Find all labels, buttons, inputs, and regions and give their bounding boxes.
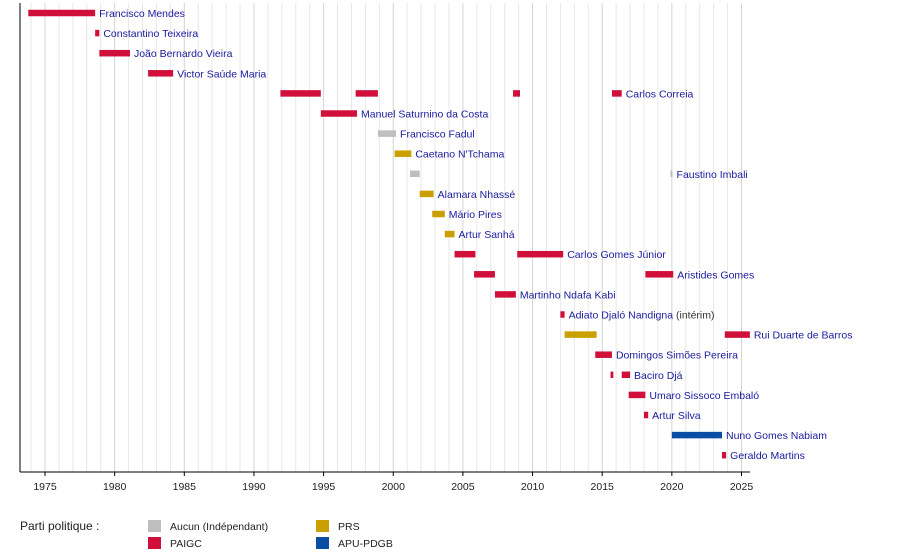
minister-label: Rui Duarte de Barros	[754, 330, 853, 342]
term-bar	[355, 90, 378, 97]
legend: Parti politique : Aucun (Indépendant) PAIG…	[20, 519, 393, 550]
term-bar	[394, 150, 412, 157]
minister-label: Artur Sanhá	[459, 229, 515, 241]
legend-swatch	[148, 520, 161, 532]
year-gridlines	[30, 3, 742, 472]
term-bar	[560, 311, 565, 318]
minister-label: Baciro Djá	[634, 370, 683, 382]
minister-label: Adiato Djaló Nandigna (intérim)	[569, 310, 715, 322]
minister-label: Faustino Imbali	[677, 169, 748, 181]
term-bar	[564, 331, 597, 338]
term-bars	[28, 9, 750, 459]
minister-label: Carlos Correia	[626, 88, 694, 100]
term-bar	[320, 110, 358, 117]
term-bar	[95, 29, 100, 37]
x-tick-label: 2025	[730, 481, 754, 493]
x-tick-label: 2015	[591, 481, 615, 493]
term-bar	[432, 210, 445, 218]
x-tick-label: 1975	[33, 481, 57, 493]
x-tick-label: 1990	[242, 481, 266, 493]
minister-label: Alamara Nhassé	[438, 189, 516, 201]
term-bar	[595, 351, 612, 358]
legend-label: Aucun (Indépendant)	[170, 521, 268, 533]
x-tick-label: 2005	[451, 481, 475, 493]
x-tick-label: 1980	[103, 481, 127, 493]
term-bar	[517, 250, 564, 258]
term-bar	[643, 411, 649, 419]
minister-label: João Bernardo Vieira	[134, 48, 233, 60]
term-bar	[670, 170, 673, 178]
minister-label: Manuel Saturnino da Costa	[361, 109, 488, 121]
x-tick-label: 1985	[173, 481, 197, 493]
minister-label: Artur Silva	[652, 410, 701, 422]
x-tick-label: 2000	[382, 481, 406, 493]
term-bar	[454, 250, 476, 258]
term-bar	[280, 90, 321, 97]
x-tick-label: 2010	[521, 481, 545, 493]
term-bar	[610, 371, 614, 379]
legend-swatch	[148, 537, 161, 549]
term-bar	[444, 230, 455, 238]
term-bar	[409, 170, 420, 178]
minister-label: Francisco Mendes	[99, 8, 185, 20]
legend-swatch	[316, 520, 329, 532]
axes	[19, 3, 750, 473]
minister-label: Carlos Gomes Júnior	[567, 249, 666, 261]
minister-label: Constantino Teixeira	[103, 28, 198, 40]
minister-label: Mário Pires	[449, 209, 502, 221]
minister-label: Nuno Gomes Nabiam	[726, 430, 827, 442]
term-bar	[645, 271, 674, 278]
minister-label: Martinho Ndafa Kabi	[520, 289, 616, 301]
x-axis-ticks: 1975 1980 1985 1990 1995 2000 2005 2010 2015 2020…	[33, 472, 753, 493]
term-bar	[148, 70, 174, 77]
term-bar	[628, 391, 646, 399]
term-bar	[611, 90, 622, 97]
term-bar	[419, 190, 434, 198]
x-tick-label: 2020	[660, 481, 684, 493]
minister-label: Domingos Simões Pereira	[616, 350, 738, 362]
term-bar	[724, 331, 750, 338]
minister-label: Francisco Fadul	[400, 129, 475, 141]
term-bar	[494, 291, 516, 298]
x-tick-label: 1995	[312, 481, 336, 493]
term-bar	[621, 371, 631, 379]
term-bar	[474, 271, 495, 278]
term-bar	[671, 431, 722, 439]
minister-label: Aristides Gomes	[677, 269, 754, 281]
minister-label-note: (intérim)	[673, 310, 714, 322]
minister-label: Caetano N'Tchama	[415, 149, 504, 161]
minister-label: Victor Saúde Maria	[177, 68, 266, 80]
legend-label: PAIGC	[170, 538, 202, 550]
minister-label: Umaro Sissoco Embaló	[649, 390, 759, 402]
minister-label: Geraldo Martins	[730, 450, 805, 462]
legend-title: Parti politique :	[20, 519, 99, 533]
legend-label: APU-PDGB	[338, 538, 393, 550]
term-bar	[721, 451, 727, 459]
term-bar	[513, 90, 521, 97]
minister-labels: Francisco Mendes Constantino Teixeira João…	[99, 8, 852, 462]
legend-label: PRS	[338, 521, 360, 533]
term-bar	[28, 9, 96, 17]
term-bar	[99, 49, 130, 57]
term-bar	[377, 130, 397, 137]
legend-swatch	[316, 537, 329, 549]
